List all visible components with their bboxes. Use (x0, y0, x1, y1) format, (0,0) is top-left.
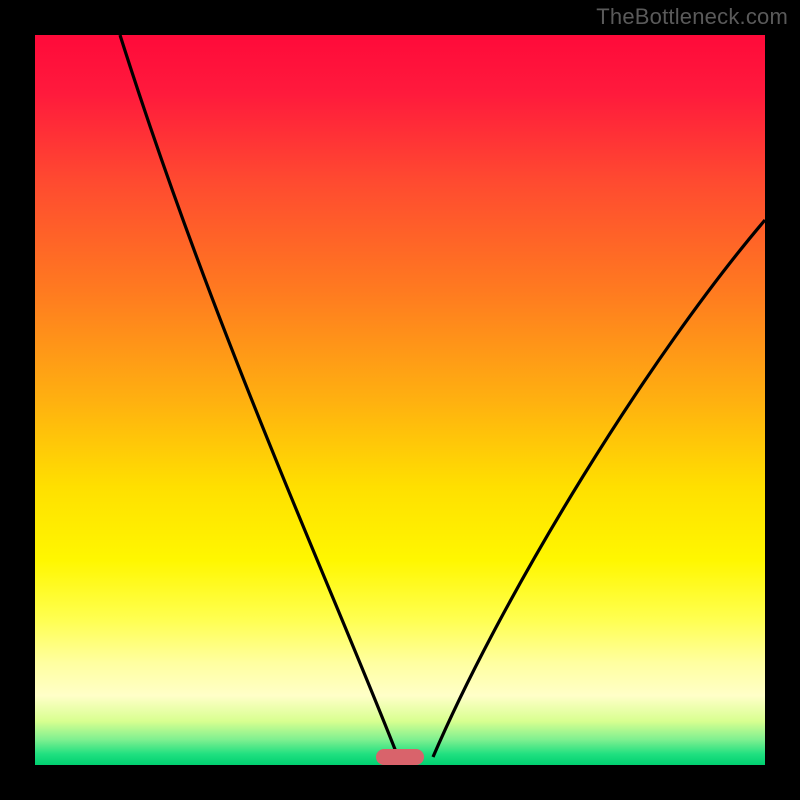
plot-background-gradient (35, 35, 765, 765)
chart-container: TheBottleneck.com (0, 0, 800, 800)
bottleneck-chart (0, 0, 800, 800)
minimum-marker (376, 749, 424, 765)
